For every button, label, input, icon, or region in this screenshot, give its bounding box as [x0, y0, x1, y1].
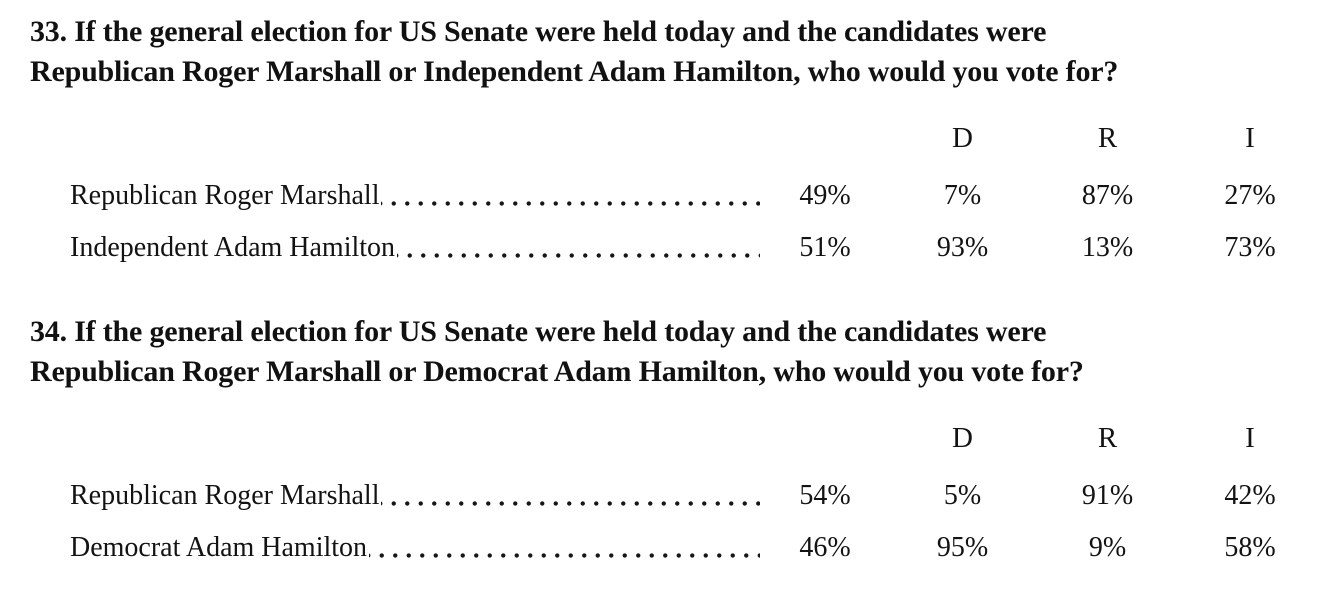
question-34-party-column-headers: D R I	[30, 418, 1320, 458]
question-33-block: 33. If the general election for US Senat…	[30, 12, 1320, 274]
independent-value: 73%	[1224, 232, 1276, 263]
question-34-results-table: Republican Roger Marshall 54% 5% 91% 42%…	[30, 470, 1320, 574]
question-33-party-column-headers: D R I	[30, 118, 1320, 158]
republican-value: 91%	[1081, 480, 1134, 511]
column-header-republican: R	[1097, 421, 1118, 454]
row-label: Democrat Adam Hamilton	[70, 532, 368, 563]
republican-value: 9%	[1088, 532, 1127, 563]
dot-leader	[381, 170, 760, 222]
republican-value: 87%	[1081, 180, 1134, 211]
row-label: Republican Roger Marshall	[70, 480, 380, 511]
question-34-heading-line-2: Republican Roger Marshall or Democrat Ad…	[30, 355, 1084, 388]
republican-value: 13%	[1081, 232, 1134, 263]
dot-leader	[369, 522, 760, 574]
table-row: Republican Roger Marshall 49% 7% 87% 27%	[30, 170, 1320, 222]
table-row: Independent Adam Hamilton 51% 93% 13% 73…	[30, 222, 1320, 274]
dot-leader	[381, 470, 760, 522]
total-value: 51%	[799, 232, 851, 263]
democrat-value: 93%	[936, 232, 989, 263]
column-header-democrat: D	[952, 121, 973, 154]
total-value: 49%	[799, 180, 851, 211]
democrat-value: 5%	[943, 480, 982, 511]
total-value: 54%	[799, 480, 851, 511]
independent-value: 58%	[1224, 532, 1276, 563]
column-header-independent: I	[1245, 421, 1255, 454]
table-row: Democrat Adam Hamilton 46% 95% 9% 58%	[30, 522, 1320, 574]
independent-value: 42%	[1224, 480, 1276, 511]
question-34-heading-line-1: 34. If the general election for US Senat…	[30, 315, 1047, 348]
column-header-independent: I	[1245, 121, 1255, 154]
dot-leader	[397, 222, 760, 274]
column-header-democrat: D	[952, 421, 973, 454]
total-value: 46%	[799, 532, 851, 563]
question-34-heading: 34. If the general election for US Senat…	[30, 312, 1320, 392]
question-33-heading-line-1: 33. If the general election for US Senat…	[30, 15, 1047, 48]
question-34-block: 34. If the general election for US Senat…	[30, 312, 1320, 574]
independent-value: 27%	[1224, 180, 1276, 211]
row-label: Independent Adam Hamilton	[70, 232, 396, 263]
table-row: Republican Roger Marshall 54% 5% 91% 42%	[30, 470, 1320, 522]
question-33-results-table: Republican Roger Marshall 49% 7% 87% 27%…	[30, 170, 1320, 274]
column-header-republican: R	[1097, 121, 1118, 154]
question-33-heading: 33. If the general election for US Senat…	[30, 12, 1320, 92]
question-33-heading-line-2: Republican Roger Marshall or Independent…	[30, 55, 1119, 88]
democrat-value: 95%	[936, 532, 989, 563]
row-label: Republican Roger Marshall	[70, 180, 380, 211]
democrat-value: 7%	[943, 180, 982, 211]
